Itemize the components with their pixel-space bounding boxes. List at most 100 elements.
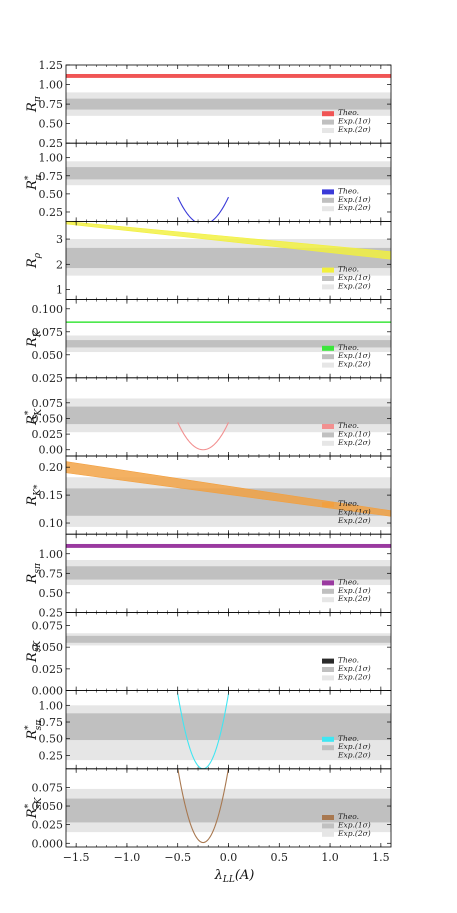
y-tick-label: 0.75 <box>39 716 64 729</box>
legend-exp1-label: Exp.(1σ) <box>337 195 371 204</box>
legend: Theo.Exp.(1σ)Exp.(2σ) <box>322 812 371 838</box>
y-tick-label: 0.50 <box>39 188 64 201</box>
legend-exp2-label: Exp.(2σ) <box>337 672 371 681</box>
plot-area <box>66 161 391 222</box>
y-axis-label: RsK <box>25 640 43 663</box>
exp-1sigma-band <box>66 247 391 269</box>
legend-exp1-label: Exp.(1σ) <box>337 664 371 673</box>
legend-exp2-label: Exp.(2σ) <box>337 125 371 134</box>
y-tick-label: 0.50 <box>39 733 64 746</box>
legend-theo-label: Theo. <box>338 343 359 352</box>
legend-exp2-label: Exp.(2σ) <box>337 594 371 603</box>
y-tick-label: 0.050 <box>32 800 64 813</box>
y-tick-label: 0.075 <box>32 619 64 632</box>
legend-theo-label: Theo. <box>338 186 359 195</box>
y-tick-label: 1.00 <box>39 548 64 561</box>
y-tick-label: 0.075 <box>32 397 64 410</box>
theory-band <box>66 321 391 323</box>
legend-theo-swatch <box>322 267 334 273</box>
x-tick-label: −0.5 <box>164 851 191 864</box>
plot-area <box>66 461 391 527</box>
y-tick-label: 0.75 <box>39 170 64 183</box>
legend-exp2-label: Exp.(2σ) <box>337 360 371 369</box>
legend-exp1-label: Exp.(1σ) <box>337 586 371 595</box>
theory-band <box>66 461 391 517</box>
legend-theo-swatch <box>322 658 334 664</box>
legend-exp1-swatch <box>322 510 334 516</box>
legend-exp1-swatch <box>322 276 334 281</box>
panel-6: 0.10 0.15 0.20 RK* Theo.Exp.(1σ)Exp.(2σ) <box>25 455 392 535</box>
plot-area <box>66 73 391 116</box>
legend: Theo.Exp.(1σ)Exp.(2σ) <box>322 499 371 525</box>
y-tick-label: 0.20 <box>39 461 64 474</box>
legend-exp1-swatch <box>322 119 334 125</box>
y-tick-label: 1.00 <box>39 152 64 165</box>
legend-theo-label: Theo. <box>338 734 359 743</box>
panel-2: 0.25 0.50 0.75 1.00 R*π Theo.Exp.(1σ)Exp.(2σ) <box>24 142 392 222</box>
legend-exp2-label: Exp.(2σ) <box>337 438 371 447</box>
y-tick-label: 1.00 <box>39 79 64 92</box>
y-tick-label: 0.025 <box>32 663 64 676</box>
legend-exp1-label: Exp.(1σ) <box>337 742 371 751</box>
legend-exp2-swatch <box>322 519 334 524</box>
y-tick-label: 0.50 <box>39 118 64 131</box>
legend-exp1-label: Exp.(1σ) <box>337 117 371 126</box>
legend-exp2-swatch <box>322 362 334 368</box>
legend-exp2-swatch <box>322 753 334 759</box>
legend-exp2-label: Exp.(2σ) <box>337 516 371 525</box>
legend: Theo.Exp.(1σ)Exp.(2σ) <box>322 108 371 134</box>
y-axis-label: RK <box>25 329 43 348</box>
legend-theo-swatch <box>322 736 334 742</box>
legend-exp1-swatch <box>322 588 334 594</box>
exp-1sigma-band <box>66 406 391 425</box>
y-tick-label: 0.00 <box>39 444 64 457</box>
legend: Theo.Exp.(1σ)Exp.(2σ) <box>322 186 371 212</box>
legend-exp1-swatch <box>322 197 334 203</box>
plot-area <box>66 398 391 451</box>
y-tick-label: 1.00 <box>39 699 64 712</box>
legend: Theo.Exp.(1σ)Exp.(2σ) <box>322 656 371 681</box>
y-axis-label: R*K <box>24 408 44 426</box>
legend-exp2-label: Exp.(2σ) <box>337 829 371 838</box>
legend-exp1-label: Exp.(1σ) <box>337 429 371 438</box>
exp-1sigma-band <box>66 713 391 741</box>
legend-exp2-label: Exp.(2σ) <box>337 281 371 290</box>
y-axis-label: RK* <box>25 484 43 507</box>
legend-theo-label: Theo. <box>338 421 359 430</box>
legend-exp1-label: Exp.(1σ) <box>337 351 371 360</box>
exp-1sigma-band <box>66 566 391 580</box>
x-tick-label: 1.5 <box>372 851 390 864</box>
legend-exp2-swatch <box>322 128 334 133</box>
x-tick-label: 1.0 <box>321 851 339 864</box>
plot-area <box>66 543 391 586</box>
legend-exp2-swatch <box>322 831 334 837</box>
legend-exp1-label: Exp.(1σ) <box>337 508 371 517</box>
panel-4: 0.025 0.050 0.075 0.100 RK Theo.Exp.(1σ)Exp.(… <box>25 299 392 385</box>
y-tick-label: 3 <box>56 233 63 246</box>
y-tick-label: 0.050 <box>32 349 64 362</box>
y-tick-label: 0.25 <box>39 606 64 619</box>
y-tick-label: 0.050 <box>32 641 64 654</box>
plot-area <box>66 221 391 276</box>
x-tick-label: −1.0 <box>114 851 141 864</box>
x-tick-label: 0.0 <box>220 851 238 864</box>
y-tick-label: 0.50 <box>39 587 64 600</box>
y-tick-label: 0.000 <box>32 685 64 698</box>
theory-curve <box>177 768 229 844</box>
y-tick-label: 0.000 <box>32 837 64 850</box>
legend-theo-swatch <box>322 345 334 351</box>
legend: Theo.Exp.(1σ)Exp.(2σ) <box>322 577 371 603</box>
y-tick-label: 0.75 <box>39 567 64 580</box>
legend-theo-label: Theo. <box>338 265 359 274</box>
legend-theo-swatch <box>322 111 334 117</box>
legend-exp2-label: Exp.(2σ) <box>337 751 371 760</box>
legend-theo-swatch <box>322 189 334 195</box>
legend-exp2-swatch <box>322 675 334 681</box>
theory-curve <box>177 422 229 451</box>
legend-exp2-label: Exp.(2σ) <box>337 203 371 212</box>
theory-band <box>66 73 391 78</box>
y-tick-label: 0.075 <box>32 326 64 339</box>
legend: Theo.Exp.(1σ)Exp.(2σ) <box>322 343 371 369</box>
legend-exp2-swatch <box>322 284 334 290</box>
y-tick-label: 0.050 <box>32 412 64 425</box>
